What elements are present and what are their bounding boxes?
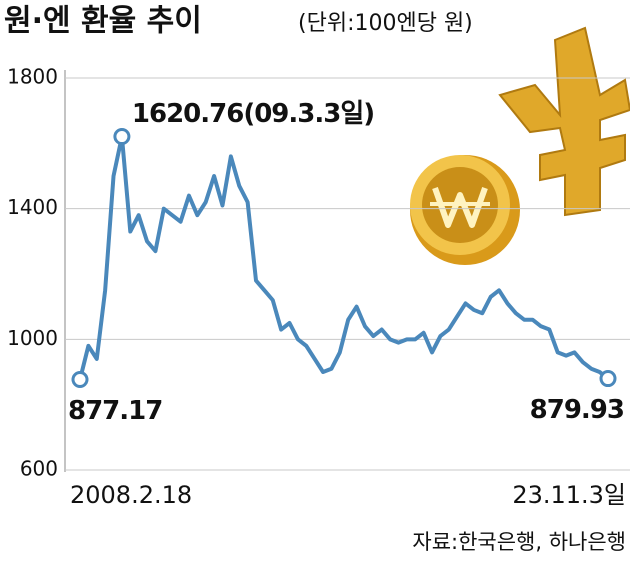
point-marker xyxy=(113,128,131,146)
value-label: 877.17 xyxy=(68,396,162,426)
value-label: 879.93 xyxy=(530,395,624,425)
y-tick-label: 1800 xyxy=(7,65,58,89)
x-tick-label: 23.11.3일 xyxy=(512,481,626,509)
point-marker xyxy=(71,370,89,388)
x-tick-label: 2008.2.18 xyxy=(70,481,192,509)
y-tick-label: 600 xyxy=(20,457,58,481)
y-tick-label: 1400 xyxy=(7,195,58,219)
y-tick-label: 1000 xyxy=(7,326,58,350)
chart-title: 원·엔 환율 추이 xyxy=(4,4,202,39)
point-marker xyxy=(599,370,617,388)
line xyxy=(78,134,610,381)
value-label: 1620.76(09.3.3일) xyxy=(132,99,374,129)
chart-subtitle: (단위:100엔당 원) xyxy=(298,11,473,36)
won-coin-illustration xyxy=(410,26,630,265)
source: 자료:한국은행, 하나은행 xyxy=(412,530,626,554)
